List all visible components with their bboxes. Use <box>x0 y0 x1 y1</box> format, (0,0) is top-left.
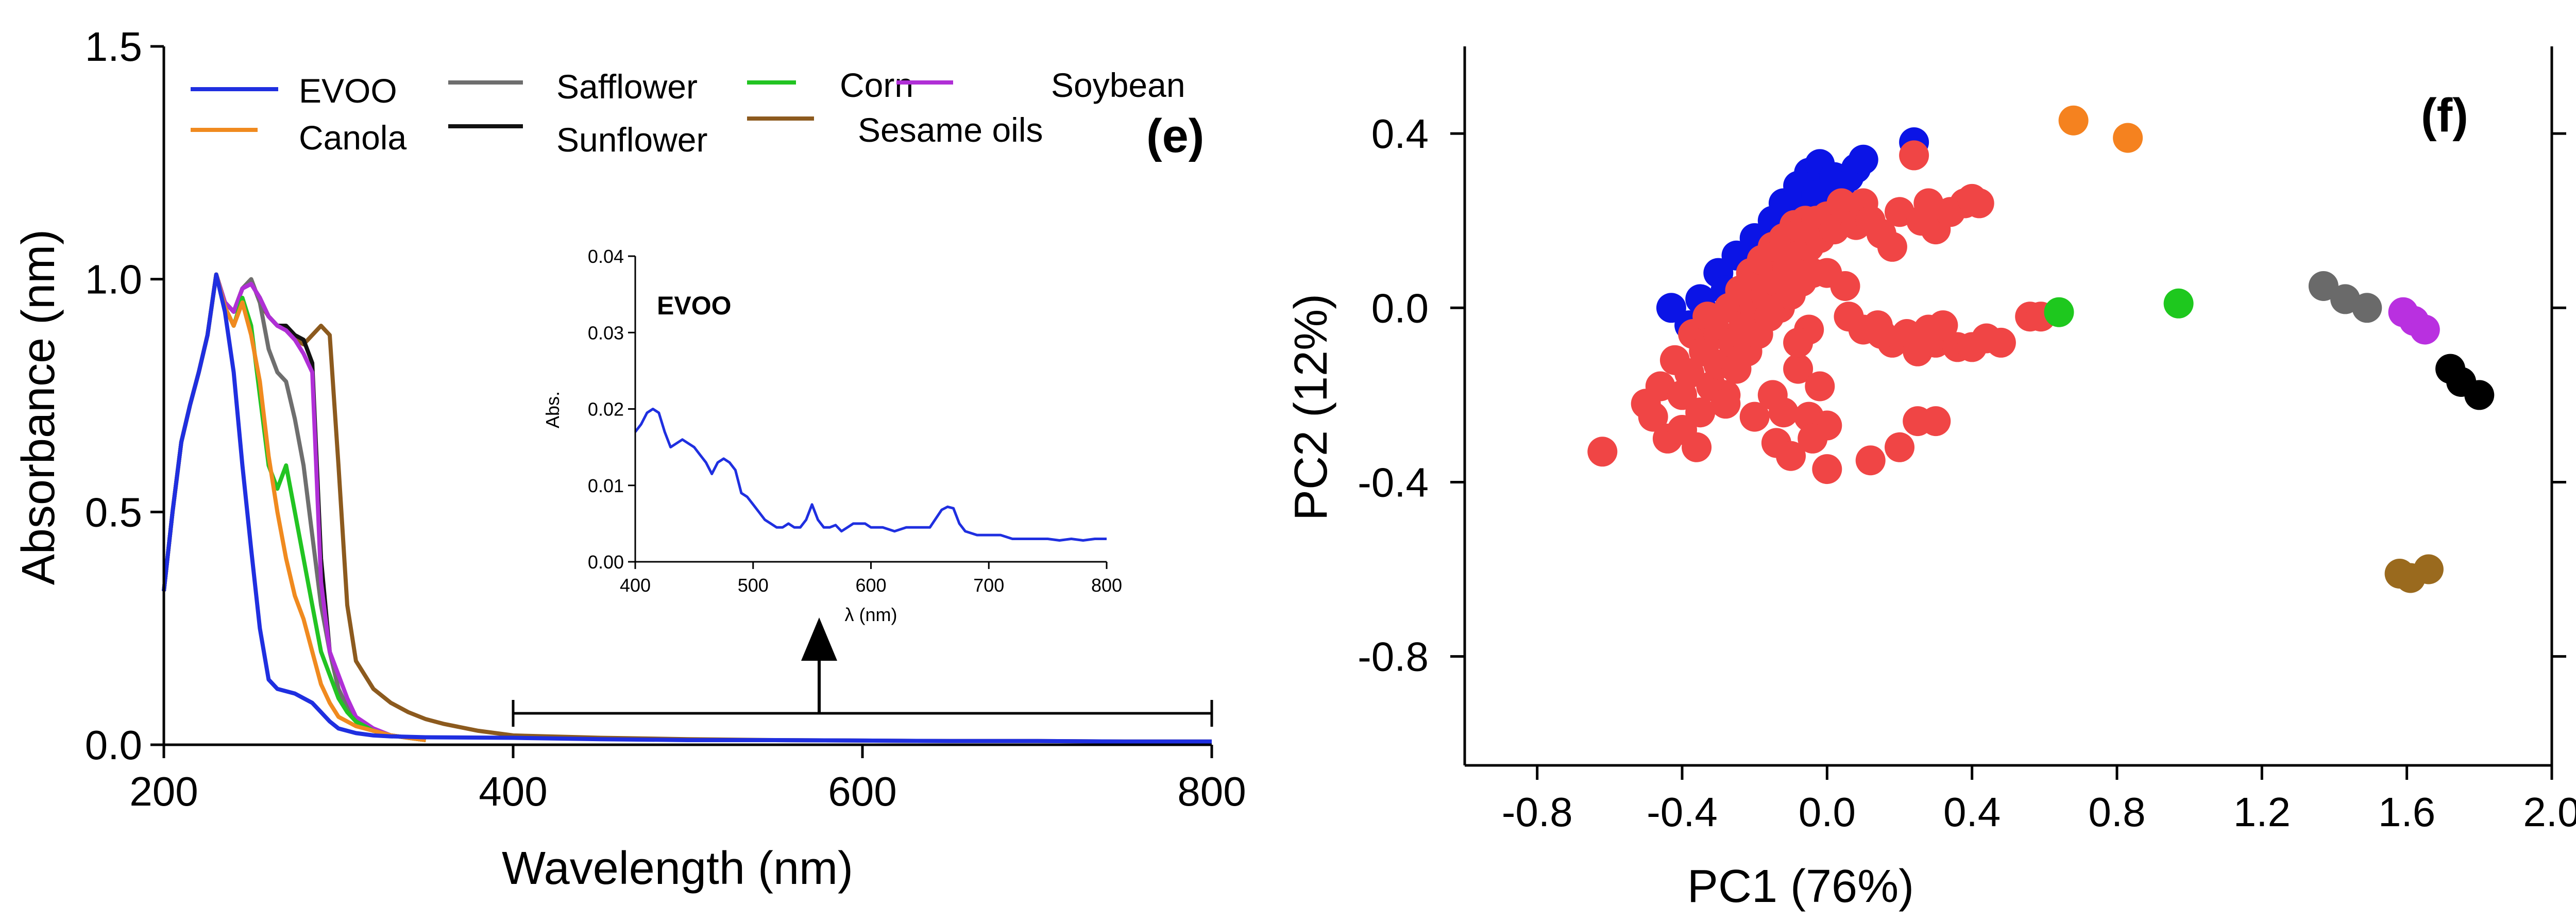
legend-label-sunflower: Sunflower <box>556 121 708 159</box>
y-tick-label: 0.4 <box>1371 111 1429 157</box>
score-point <box>2352 293 2382 323</box>
inset-x-tick-label: 400 <box>620 575 651 596</box>
score-point <box>2058 105 2089 136</box>
score-point <box>1885 432 1914 462</box>
score-point <box>2464 380 2495 410</box>
y-tick-label: 0.5 <box>85 489 142 535</box>
series-line-corn <box>162 272 427 742</box>
x-tick-label: 0.4 <box>1943 789 2001 835</box>
x-tick-label: 1.2 <box>2233 789 2291 835</box>
legend-label-corn: Corn <box>840 66 913 104</box>
inset-range-bracket <box>512 617 1213 727</box>
y-tick-label: -0.8 <box>1358 634 1429 680</box>
inset-y-tick-label: 0.03 <box>588 322 624 343</box>
score-point <box>2413 554 2444 584</box>
x-axis-title: PC1 (76%) <box>1687 861 1914 912</box>
inset-x-tick-label: 500 <box>738 575 769 596</box>
inset-y-tick-label: 0.04 <box>588 246 624 267</box>
score-point <box>1921 406 1951 437</box>
panel-label-e: (e) <box>1146 110 1204 162</box>
score-point <box>1783 327 1814 358</box>
score-point <box>1768 397 1799 428</box>
x-tick-label: -0.8 <box>1502 789 1573 835</box>
score-point <box>1855 445 1886 476</box>
inset-label: EVOO <box>657 291 731 320</box>
y-tick-label: 1.5 <box>85 24 142 70</box>
x-tick-label: -0.4 <box>1647 789 1718 835</box>
score-point <box>2308 271 2338 301</box>
legend-label-canola: Canola <box>299 119 406 157</box>
inset-y-tick-label: 0.02 <box>588 399 624 420</box>
x-tick-label: 1.6 <box>2378 789 2435 835</box>
x-tick-label: 800 <box>1177 768 1246 814</box>
score-point <box>1783 354 1814 384</box>
spectra-series-group <box>162 272 1212 744</box>
score-point <box>2044 297 2074 327</box>
score-point <box>1899 140 1929 171</box>
score-point <box>1685 397 1716 428</box>
score-point <box>1964 188 1994 219</box>
score-point <box>1866 319 1896 349</box>
y-tick-label: 0.0 <box>1371 285 1429 331</box>
x-tick-label: 0.0 <box>1799 789 1856 835</box>
score-point <box>1805 371 1835 402</box>
score-point <box>2113 123 2143 153</box>
score-point <box>1812 454 1842 484</box>
pca-scores-group <box>1587 105 2495 593</box>
spectra-legend: EVOO Canola Safflower Sunflower Corn Sesame o… <box>191 66 1185 159</box>
x-axis-title: Wavelength (nm) <box>502 843 853 894</box>
inset-x-tick-label: 700 <box>973 575 1004 596</box>
score-point <box>1877 231 1907 262</box>
score-point <box>1682 432 1712 462</box>
panel-e-axes: 200 400 600 800 0.0 0.5 1.0 1.5 <box>85 24 1246 814</box>
score-point <box>1739 402 1770 432</box>
score-point <box>1986 327 2016 358</box>
y-tick-label: 0.0 <box>85 722 142 768</box>
panel-label-f: (f) <box>2421 89 2468 142</box>
series-line-sesame-oils <box>162 272 1212 744</box>
arrow-head <box>801 617 837 661</box>
panel-f-pca-chart: -0.8 -0.4 0.0 0.4 0.8 1.2 1.6 2.0 -0.8 -0.4 0.0 0.4… <box>1285 46 2576 912</box>
x-tick-label: 0.8 <box>2088 789 2145 835</box>
inset-y-tick-label: 0.01 <box>588 475 624 496</box>
y-tick-label: 1.0 <box>85 257 142 303</box>
legend-label-safflower: Safflower <box>556 68 698 106</box>
score-point <box>1848 144 1878 175</box>
y-axis-title: PC2 (12%) <box>1285 294 1337 521</box>
score-point <box>1798 423 1828 454</box>
inset-series-line-evoo <box>634 408 1107 542</box>
y-tick-label: -0.4 <box>1358 459 1429 505</box>
score-point <box>1674 358 1705 389</box>
y-axis-title: Absorbance (nm) <box>13 229 64 585</box>
inset-x-axis-title: λ (nm) <box>845 604 897 625</box>
inset-x-tick-label: 600 <box>855 575 886 596</box>
score-point <box>1587 437 1618 467</box>
score-point <box>2163 288 2194 319</box>
evoo-inset-chart: 400 500 600 700 800 0.00 0.01 0.02 0.03 0.04 λ (nm… <box>542 246 1122 625</box>
inset-y-axis-title: Abs. <box>542 391 563 428</box>
score-point <box>1812 258 1842 288</box>
score-point <box>1776 441 1806 471</box>
legend-label-evoo: EVOO <box>299 72 397 110</box>
inset-x-tick-label: 800 <box>1091 575 1122 596</box>
legend-label-soybean: Soybean <box>1051 66 1185 104</box>
x-tick-label: 2.0 <box>2523 789 2576 835</box>
score-point <box>2410 314 2440 345</box>
panel-e-spectra-chart: 200 400 600 800 0.0 0.5 1.0 1.5 400 500 600 700 800… <box>13 24 1246 894</box>
score-point <box>1928 310 1958 341</box>
x-tick-label: 400 <box>479 768 547 814</box>
x-tick-label: 200 <box>129 768 198 814</box>
inset-y-tick-label: 0.00 <box>588 551 624 573</box>
score-point <box>1710 389 1741 419</box>
legend-label-sesame-oils: Sesame oils <box>858 111 1043 149</box>
panel-f-axes: -0.8 -0.4 0.0 0.4 0.8 1.2 1.6 2.0 -0.8 -0.4 0.0 0.4 <box>1358 46 2576 835</box>
x-tick-label: 600 <box>828 768 896 814</box>
score-point <box>1638 402 1668 432</box>
series-line-evoo <box>162 272 1212 744</box>
